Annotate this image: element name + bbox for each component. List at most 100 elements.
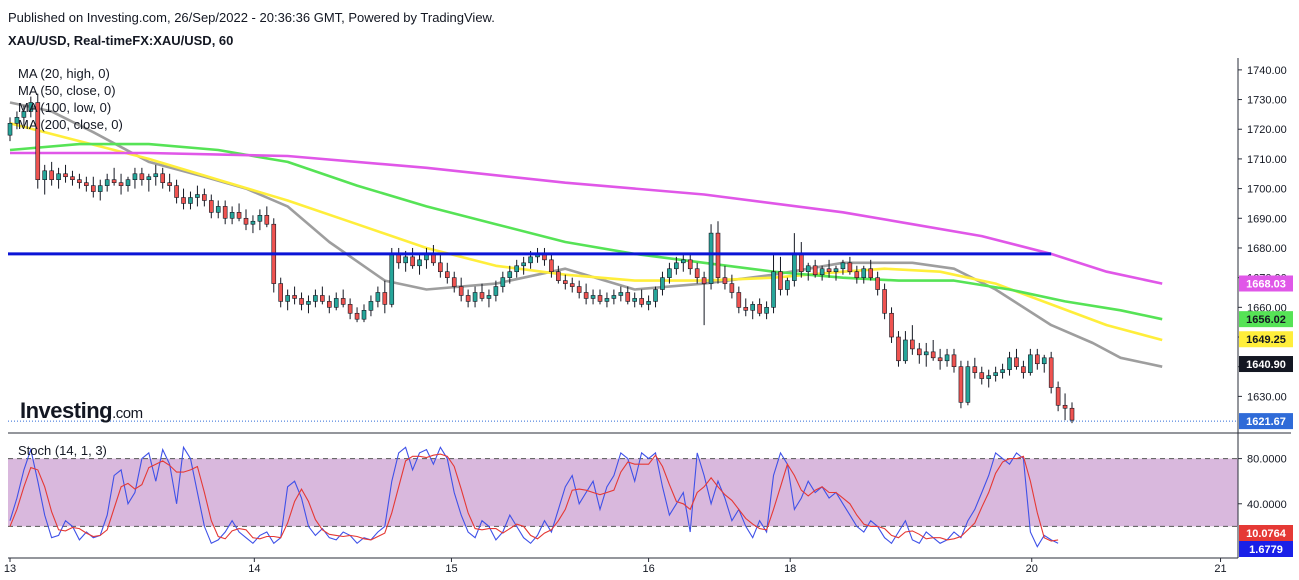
- candle-body: [854, 271, 860, 278]
- price-tick-label: 1690.00: [1247, 213, 1287, 225]
- candle-body: [389, 253, 395, 305]
- price-tag: 1649.25: [1239, 331, 1293, 348]
- candle-body: [215, 206, 221, 213]
- candle-body: [840, 262, 846, 270]
- candle-body: [160, 173, 166, 183]
- candle-body: [174, 185, 179, 198]
- candle-body: [569, 283, 575, 287]
- candle-body: [736, 292, 742, 308]
- candle-body: [403, 256, 408, 264]
- stoch-line: [9, 445, 1059, 548]
- price-tag: 1.6779: [1239, 541, 1293, 557]
- time-tick-label: 18: [784, 563, 796, 575]
- candle-body: [500, 277, 506, 287]
- candle-body: [236, 212, 242, 219]
- candle-body: [868, 268, 874, 278]
- candle-body: [382, 292, 388, 305]
- candle-body: [549, 259, 554, 273]
- candle-body: [1069, 407, 1075, 421]
- candle-body: [792, 253, 797, 281]
- candle-body: [819, 268, 825, 275]
- candle-body: [639, 298, 644, 305]
- price-tick-label: 1740.00: [1247, 65, 1287, 77]
- candle-body: [104, 179, 110, 186]
- candle-body: [972, 366, 978, 373]
- candle-body: [632, 298, 638, 302]
- candle-body: [1014, 357, 1019, 367]
- logo-brand: Investing: [20, 398, 113, 423]
- price-tag-text: 1640.90: [1246, 359, 1286, 371]
- candle-body: [951, 354, 957, 367]
- candle-body: [771, 271, 776, 308]
- candle-body: [375, 292, 381, 302]
- candle-body: [847, 262, 853, 273]
- candle-body: [278, 283, 284, 302]
- candle-body: [153, 173, 159, 178]
- candle-body: [896, 336, 901, 362]
- candle-body: [916, 348, 922, 356]
- candle-body: [410, 256, 415, 267]
- candle-body: [889, 312, 894, 338]
- candle-body: [292, 295, 297, 299]
- candle-body: [576, 286, 582, 293]
- candle-body: [986, 375, 992, 379]
- candle-body: [562, 280, 568, 284]
- candle-body: [264, 215, 270, 225]
- time-tick-label: 13: [4, 563, 16, 575]
- price-tick-label: 1710.00: [1247, 154, 1287, 166]
- candle-body: [14, 117, 20, 124]
- candle-body: [667, 268, 672, 278]
- stoch-tick-label: 80.0000: [1247, 454, 1287, 466]
- price-tag-text: 1668.03: [1246, 278, 1286, 290]
- price-tag-text: 1.6779: [1249, 544, 1283, 556]
- time-tick-label: 20: [1026, 563, 1038, 575]
- candle-body: [604, 298, 610, 302]
- price-tag-text: 1649.25: [1246, 334, 1286, 346]
- candle-body: [7, 123, 13, 136]
- candle-body: [875, 277, 880, 290]
- ma-line: [9, 101, 1163, 368]
- candle-body: [680, 259, 686, 264]
- candle-body: [694, 268, 700, 278]
- candle-body: [326, 301, 332, 308]
- candle-body: [250, 220, 256, 225]
- candle-body: [1034, 354, 1040, 365]
- candle-body: [368, 301, 374, 311]
- price-tick-label: 1630.00: [1247, 391, 1287, 403]
- candle-body: [930, 351, 936, 359]
- candle-body: [785, 280, 790, 290]
- legend-ma50: MA (50, close, 0): [18, 83, 116, 98]
- candle-body: [660, 277, 665, 290]
- candle-body: [146, 176, 152, 180]
- candle-body: [438, 262, 443, 273]
- candle-body: [708, 232, 714, 284]
- candle-body: [84, 182, 89, 186]
- price-tag: 10.0764: [1239, 525, 1293, 541]
- stoch-line: [9, 453, 1059, 542]
- candle-body: [195, 194, 200, 198]
- candle-body: [299, 298, 304, 305]
- candle-body: [944, 354, 950, 362]
- candle-body: [805, 265, 811, 273]
- price-tick-label: 1730.00: [1247, 95, 1287, 107]
- legend-ma100: MA (100, low, 0): [18, 100, 112, 115]
- candle-body: [646, 301, 651, 305]
- candle-body: [472, 292, 478, 302]
- candle-body: [597, 295, 603, 302]
- candle-body: [687, 259, 693, 270]
- candle-body: [354, 312, 360, 320]
- candle-body: [764, 307, 769, 314]
- candle-body: [521, 262, 526, 267]
- legend-ma200: MA (200, close, 0): [18, 117, 123, 132]
- candle-body: [1055, 387, 1061, 406]
- candle-body: [465, 295, 471, 302]
- candles: [7, 93, 1075, 424]
- candle-body: [993, 372, 998, 376]
- candle-body: [202, 194, 207, 201]
- candle-body: [590, 295, 596, 299]
- candle-body: [1062, 404, 1068, 409]
- candle-body: [757, 304, 762, 314]
- candle-body: [479, 292, 485, 299]
- time-tick-label: 14: [248, 563, 260, 575]
